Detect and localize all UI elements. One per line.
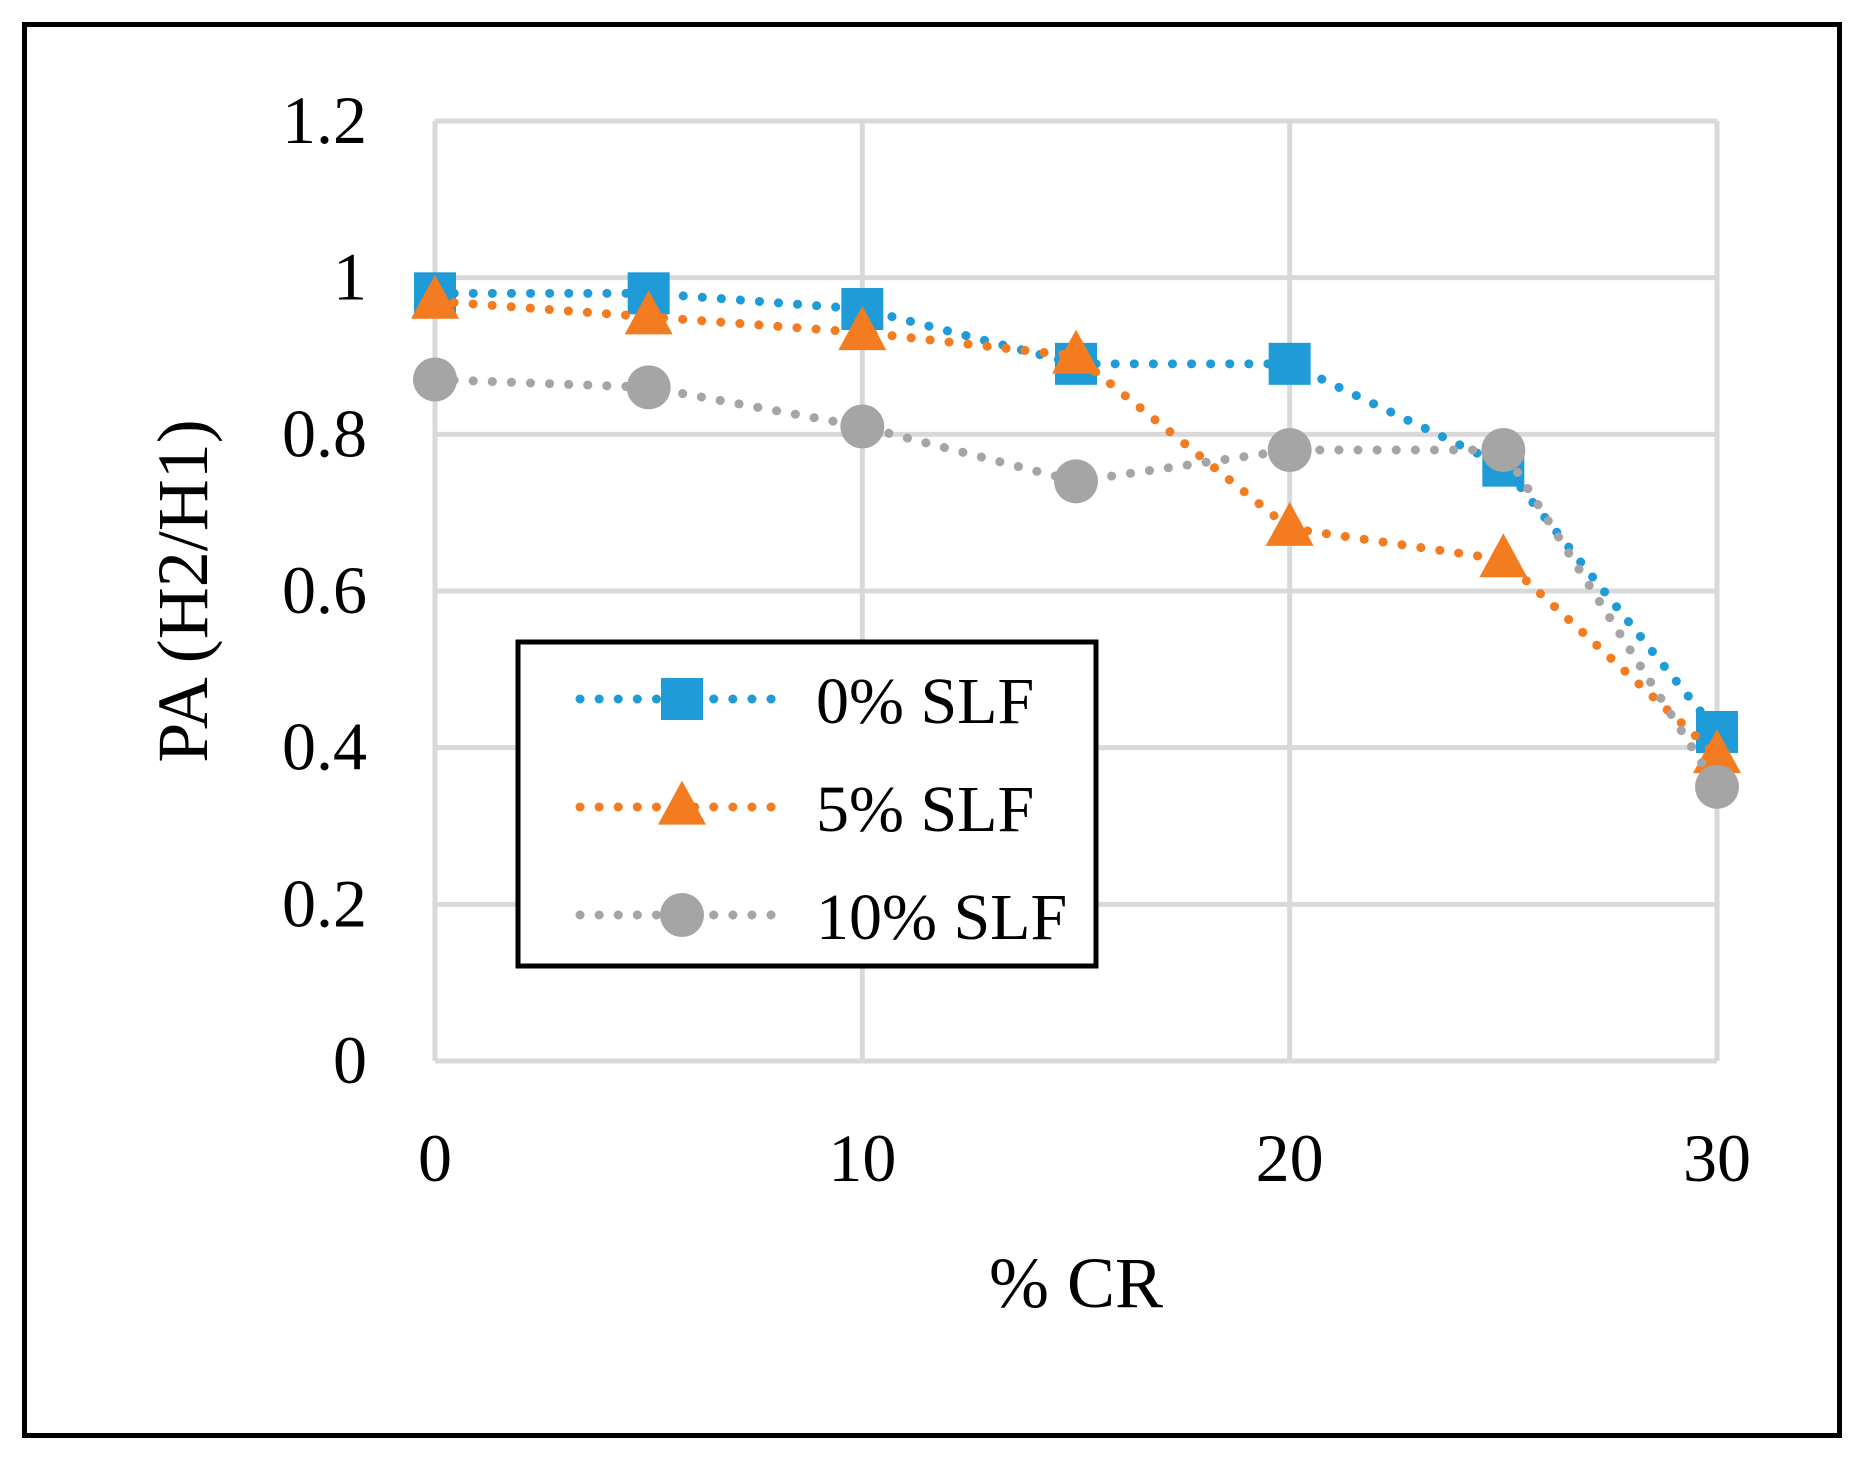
legend: 0% SLF 5% SLF 10% SLF — [515, 639, 1099, 969]
chart-svg: 0 0.2 0.4 0.6 0.8 1 1.2 0 10 20 30 % CR PA (H2/H1)… — [143, 82, 1751, 1323]
legend-marker — [660, 893, 704, 937]
data-point — [1695, 764, 1739, 809]
legend-marker — [658, 780, 706, 825]
data-point — [624, 290, 673, 335]
data-point — [838, 306, 887, 351]
data-point — [1481, 428, 1526, 472]
y-tick-label: 1.2 — [282, 82, 367, 158]
y-axis-title: PA (H2/H1) — [143, 419, 223, 762]
x-tick-label: 20 — [1256, 1120, 1324, 1196]
legend-item: 0% SLF — [575, 665, 1034, 738]
data-point — [1479, 533, 1528, 578]
data-point — [1268, 342, 1311, 385]
data-point — [626, 365, 671, 410]
tick-layer: 0 0.2 0.4 0.6 0.8 1 1.2 0 10 20 30 — [282, 82, 1751, 1196]
data-point — [1052, 329, 1100, 374]
legend-marker — [661, 678, 703, 720]
series-layer — [411, 272, 1741, 809]
data-point — [413, 357, 457, 402]
legend-item: 5% SLF — [575, 773, 1034, 846]
chart-frame: 0 0.2 0.4 0.6 0.8 1 1.2 0 10 20 30 % CR PA (H2/H1)… — [22, 22, 1842, 1438]
legend-label: 10% SLF — [816, 881, 1067, 954]
legend-label: 5% SLF — [816, 773, 1034, 846]
x-tick-label: 30 — [1683, 1120, 1751, 1196]
data-point — [840, 404, 885, 449]
series-10-slf — [413, 357, 1739, 809]
data-point — [411, 274, 459, 319]
x-axis-title: % CR — [989, 1243, 1163, 1323]
legend-item: 10% SLF — [575, 881, 1067, 954]
x-tick-label: 0 — [418, 1120, 452, 1196]
data-point — [1054, 459, 1098, 504]
x-tick-label: 10 — [828, 1120, 896, 1196]
y-tick-label: 0.8 — [282, 395, 367, 471]
y-tick-label: 0.6 — [282, 552, 367, 628]
legend-label: 0% SLF — [816, 665, 1034, 738]
y-tick-label: 1 — [333, 239, 367, 315]
legend-box — [515, 639, 1099, 969]
data-point — [1267, 428, 1312, 472]
y-tick-label: 0.2 — [282, 865, 367, 941]
data-point — [1265, 501, 1314, 546]
y-tick-label: 0.4 — [282, 709, 367, 785]
y-tick-label: 0 — [333, 1022, 367, 1098]
